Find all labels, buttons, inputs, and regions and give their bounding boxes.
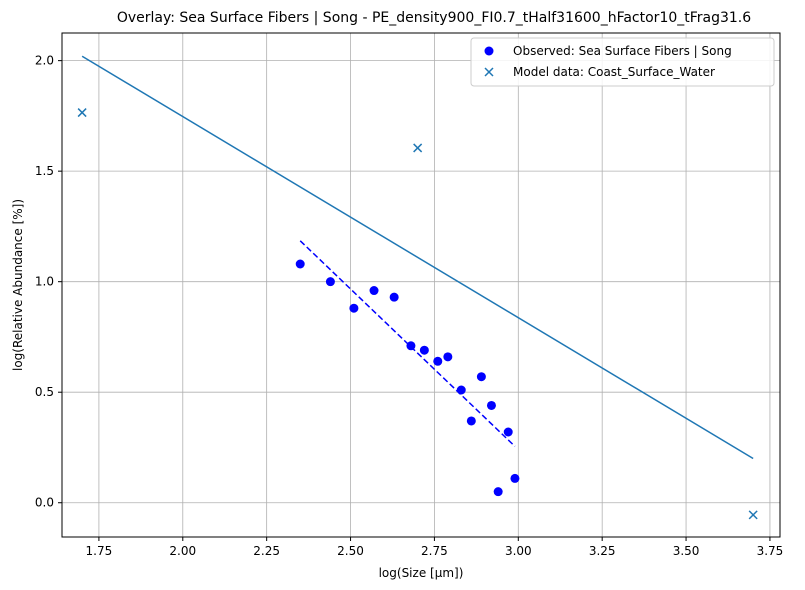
y-tick-label: 1.0: [35, 275, 54, 289]
observed-point: [456, 385, 466, 395]
x-tick-label: 2.00: [169, 544, 196, 558]
model-point: [413, 143, 423, 153]
x-tick-label: 3.00: [505, 544, 532, 558]
observed-point: [406, 341, 416, 351]
model-point-stroke: [413, 143, 423, 153]
model-point-stroke: [77, 108, 87, 118]
x-tick-label: 2.25: [253, 544, 280, 558]
y-tick-label: 0.5: [35, 385, 54, 399]
observed-point: [510, 473, 520, 483]
y-tick-label: 0.0: [35, 496, 54, 510]
plot-series: [77, 55, 758, 520]
model-point-stroke: [748, 510, 758, 520]
observed-point: [349, 303, 359, 313]
observed-point: [325, 277, 335, 287]
x-tick-label: 3.25: [589, 544, 616, 558]
y-tick-label: 1.5: [35, 164, 54, 178]
legend-model-marker: [484, 67, 494, 77]
observed-point: [503, 427, 513, 437]
x-tick-label: 2.50: [337, 544, 364, 558]
observed-point: [295, 259, 305, 269]
model-point: [748, 510, 758, 520]
x-tick-label: 1.75: [86, 544, 113, 558]
legend-box: [470, 37, 775, 87]
x-tick-label: 2.75: [421, 544, 448, 558]
observed-point: [369, 286, 379, 296]
plot-frame: [61, 32, 781, 538]
legend-observed-label: Observed: Sea Surface Fibers | Song: [513, 44, 732, 58]
observed-point: [389, 292, 399, 302]
observed-point: [419, 345, 429, 355]
observed-point: [486, 400, 496, 410]
legend-observed-marker: [484, 46, 494, 56]
observed-point: [466, 416, 476, 426]
y-tick-label: 2.0: [35, 54, 54, 68]
observed-point: [433, 356, 443, 366]
legend-model-label: Model data: Coast_Surface_Water: [513, 65, 715, 79]
chart-title: Overlay: Sea Surface Fibers | Song - PE_…: [117, 10, 751, 26]
x-tick-label: 3.75: [757, 544, 784, 558]
model-curve-line: [81, 55, 754, 460]
x-tick-label: 3.50: [673, 544, 700, 558]
observed-point: [476, 372, 486, 382]
model-point: [77, 108, 87, 118]
observed-point: [443, 352, 453, 362]
x-axis-label: log(Size [μm]): [379, 566, 464, 580]
axis-ticks: 1.75 2.00 2.25 2.50 2.75 3.00 3.25 3.50 3.75 0.0 0…: [35, 54, 783, 558]
observed-point: [493, 487, 503, 497]
legend: Observed: Sea Surface Fibers | Song Mode…: [470, 37, 775, 87]
y-axis-label: log(Relative Abundance [%]): [11, 199, 25, 371]
